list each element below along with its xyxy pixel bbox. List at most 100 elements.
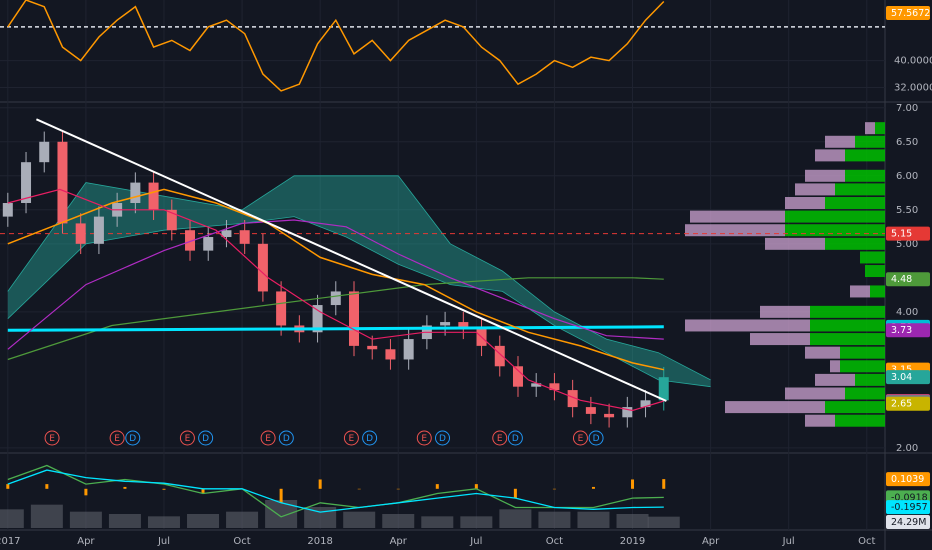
candle-body bbox=[367, 345, 378, 350]
y-tick-label: 32.0000 bbox=[894, 83, 932, 94]
y-tick-label: 5.00 bbox=[896, 239, 918, 250]
profile-down bbox=[830, 360, 840, 373]
volume-bar bbox=[69, 511, 102, 528]
candle-body bbox=[494, 345, 505, 367]
overlay-line bbox=[7, 219, 664, 350]
profile-up bbox=[865, 265, 885, 278]
histogram-bar bbox=[45, 484, 49, 489]
macd-pane bbox=[0, 464, 680, 528]
profile-up bbox=[785, 224, 885, 237]
histogram-bar bbox=[631, 479, 635, 489]
event-marker bbox=[278, 430, 294, 446]
event-label: E bbox=[421, 434, 427, 444]
overlay-line bbox=[7, 188, 664, 371]
price-badge-label: 4.48 bbox=[891, 274, 912, 285]
candle-body bbox=[458, 322, 469, 329]
volume-bar bbox=[187, 514, 220, 528]
event-marker bbox=[362, 430, 378, 446]
profile-up bbox=[875, 122, 885, 135]
profile-up bbox=[845, 387, 885, 400]
x-tick-label: Apr bbox=[702, 536, 720, 547]
volume-bar bbox=[577, 511, 610, 528]
histogram-bar bbox=[552, 488, 556, 490]
volume-bar bbox=[382, 514, 415, 528]
event-label: E bbox=[49, 434, 55, 444]
price-badge bbox=[886, 500, 930, 515]
candle-body bbox=[567, 390, 578, 408]
candle-body bbox=[57, 141, 68, 224]
histogram-bar bbox=[318, 479, 322, 489]
volume-bar bbox=[343, 511, 376, 528]
histogram-bar bbox=[513, 488, 517, 499]
x-tick-label: Jul bbox=[469, 536, 482, 547]
price-badge bbox=[886, 370, 930, 385]
price-badge-label: -0.1957 bbox=[891, 502, 928, 513]
price-badge-label: 57.5672 bbox=[891, 8, 930, 19]
event-label: E bbox=[578, 434, 584, 444]
y-tick-label: 5.50 bbox=[896, 205, 918, 216]
profile-down bbox=[725, 401, 825, 414]
event-label: D bbox=[512, 434, 519, 444]
candle-body bbox=[622, 407, 633, 418]
volume-bar bbox=[538, 511, 571, 528]
profile-down bbox=[795, 183, 835, 196]
event-marker bbox=[260, 430, 276, 446]
x-tick-label: Apr bbox=[390, 536, 408, 547]
profile-down bbox=[685, 319, 810, 332]
price-badge bbox=[886, 396, 930, 411]
profile-down bbox=[865, 122, 875, 135]
profile-up bbox=[840, 360, 885, 373]
volume-bar bbox=[147, 516, 180, 528]
volume-bar bbox=[226, 511, 259, 528]
candle-body bbox=[239, 230, 250, 244]
y-tick-label: 6.50 bbox=[896, 137, 918, 148]
price-badge bbox=[886, 272, 930, 287]
histogram-bar bbox=[123, 486, 127, 489]
profile-up bbox=[835, 414, 885, 427]
candle-body bbox=[276, 291, 287, 326]
event-label: D bbox=[366, 434, 373, 444]
y-tick-label: 40.0000 bbox=[894, 56, 932, 67]
histogram-bar bbox=[84, 488, 88, 496]
event-marker bbox=[109, 430, 125, 446]
volume-bar bbox=[0, 509, 24, 528]
event-label: E bbox=[185, 434, 191, 444]
price-badge-label: 5.15 bbox=[891, 229, 912, 240]
profile-up bbox=[810, 319, 885, 332]
profile-up bbox=[845, 149, 885, 162]
event-label: D bbox=[439, 434, 446, 444]
event-marker bbox=[416, 430, 432, 446]
y-tick-label: 6.00 bbox=[896, 171, 918, 182]
profile-down bbox=[815, 149, 845, 162]
event-marker bbox=[435, 430, 450, 446]
price-badge bbox=[886, 6, 930, 20]
event-marker bbox=[588, 430, 604, 446]
histogram-bar bbox=[357, 488, 361, 490]
histogram-bar bbox=[396, 488, 400, 490]
event-label: E bbox=[497, 434, 503, 444]
profile-up bbox=[840, 346, 885, 359]
candle-body bbox=[349, 291, 359, 346]
histogram-bar bbox=[6, 484, 10, 489]
profile-down bbox=[785, 197, 825, 210]
profile-down bbox=[805, 414, 835, 427]
volume-bar bbox=[647, 516, 680, 528]
price-badge bbox=[886, 472, 930, 487]
event-label: D bbox=[202, 434, 209, 444]
price-badge bbox=[886, 323, 930, 338]
x-tick-label: Apr bbox=[77, 536, 95, 547]
profile-up bbox=[825, 237, 885, 250]
event-marker bbox=[343, 430, 359, 446]
y-tick-label: 7.00 bbox=[896, 103, 918, 114]
profile-down bbox=[805, 346, 840, 359]
event-marker bbox=[198, 430, 214, 446]
candle-body bbox=[185, 230, 196, 251]
candle-body bbox=[658, 377, 669, 401]
candle-body bbox=[148, 182, 159, 210]
candle-body bbox=[166, 209, 177, 231]
grid bbox=[0, 0, 885, 530]
profile-down bbox=[805, 169, 845, 182]
